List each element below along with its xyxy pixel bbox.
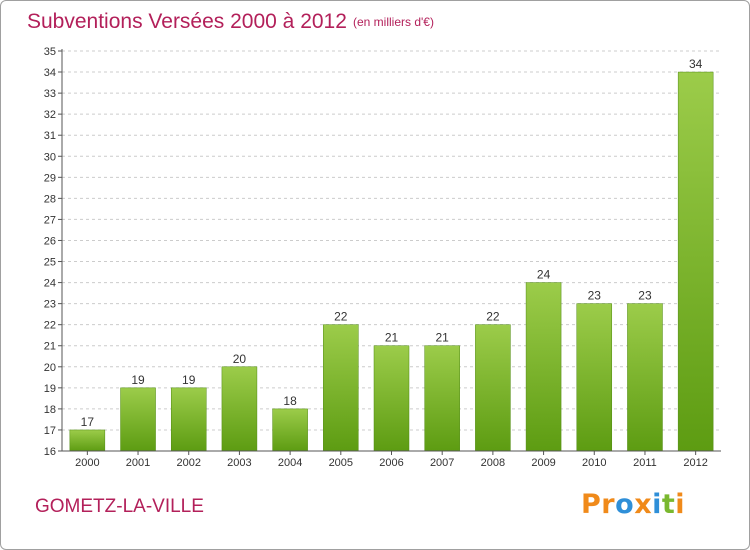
- y-tick-label: 31: [44, 130, 56, 142]
- x-tick-label: 2008: [481, 457, 505, 469]
- bar-value-label: 23: [588, 289, 602, 303]
- y-tick-label: 32: [44, 109, 56, 121]
- grid-lines: [62, 50, 721, 431]
- bar-value-label: 17: [81, 415, 95, 429]
- bar-value-label: 18: [283, 394, 297, 408]
- x-tick-label: 2001: [126, 457, 150, 469]
- bar[interactable]: [677, 71, 714, 452]
- x-tick-label: 2009: [531, 457, 555, 469]
- y-tick-label: 18: [44, 404, 56, 416]
- bar[interactable]: [69, 429, 106, 452]
- x-tick-label: 2003: [227, 457, 251, 469]
- y-tick-label: 30: [44, 151, 56, 163]
- commune-name: GOMETZ-LA-VILLE: [35, 496, 204, 517]
- bar[interactable]: [170, 387, 207, 452]
- bar[interactable]: [475, 324, 511, 452]
- logo-letter: t: [661, 489, 676, 520]
- bar-value-label: 19: [182, 373, 196, 387]
- logo-letter: o: [615, 489, 635, 520]
- x-tick-label: 2000: [75, 457, 99, 469]
- bar-value-label: 19: [131, 373, 145, 387]
- bar-value-label: 23: [638, 289, 652, 303]
- chart-title: Subventions Versées 2000 à 2012: [27, 10, 347, 33]
- x-tick-label: 2006: [379, 457, 403, 469]
- x-tick-label: 2012: [683, 457, 707, 469]
- y-tick-label: 19: [44, 383, 56, 395]
- bar[interactable]: [221, 366, 258, 452]
- y-tick-label: 23: [44, 299, 56, 311]
- x-tick-label: 2005: [329, 457, 353, 469]
- bar[interactable]: [576, 303, 613, 452]
- bar[interactable]: [323, 324, 359, 452]
- bar[interactable]: [424, 345, 460, 452]
- x-tick-label: 2010: [582, 457, 606, 469]
- x-tick-label: 2004: [278, 457, 302, 469]
- y-tick-label: 26: [44, 235, 56, 247]
- bar[interactable]: [525, 282, 562, 452]
- x-tick-label: 2011: [633, 457, 657, 469]
- y-tick-label: 33: [44, 88, 56, 100]
- chart-unit: (en milliers d'€): [353, 15, 434, 29]
- y-tick-label: 20: [44, 362, 56, 374]
- bar[interactable]: [373, 345, 410, 452]
- bar-value-label: 34: [689, 57, 703, 71]
- bar[interactable]: [627, 303, 663, 452]
- y-tick-label: 16: [44, 446, 56, 458]
- y-tick-label: 25: [44, 257, 56, 269]
- bar-value-label: 21: [385, 331, 399, 345]
- logo-letter: i: [652, 489, 662, 520]
- proxiti-logo[interactable]: Proxiti: [581, 489, 685, 520]
- axes: 16 17 18 19 20 21 22 23 24 25 26 27 28 29 30 31 32 33 34 35…: [44, 46, 721, 469]
- y-tick-label: 27: [44, 214, 56, 226]
- y-tick-label: 22: [44, 320, 56, 332]
- y-tick-label: 29: [44, 172, 56, 184]
- bar-value-label: 22: [486, 310, 500, 324]
- y-tick-label: 17: [44, 425, 56, 437]
- bar-value-label: 22: [334, 310, 348, 324]
- logo-letter: P: [581, 489, 602, 520]
- y-tick-label: 35: [44, 46, 56, 58]
- x-tick-label: 2007: [430, 457, 454, 469]
- x-tick-label: 2002: [176, 457, 200, 469]
- y-tick-label: 21: [44, 341, 56, 353]
- logo-letter: x: [634, 489, 653, 520]
- logo-letter: i: [675, 489, 686, 520]
- bar-value-label: 24: [537, 268, 551, 282]
- bar[interactable]: [120, 387, 156, 452]
- bar-value-label: 20: [233, 352, 247, 366]
- y-tick-label: 24: [44, 278, 56, 290]
- bar-value-label: 21: [436, 331, 450, 345]
- logo-letter: r: [601, 489, 616, 520]
- y-tick-label: 28: [44, 193, 56, 205]
- bar[interactable]: [272, 408, 308, 452]
- bars: 17 19 19 20 18 22 21 21 22 24 23 23 34: [69, 57, 714, 452]
- y-tick-label: 34: [44, 67, 56, 79]
